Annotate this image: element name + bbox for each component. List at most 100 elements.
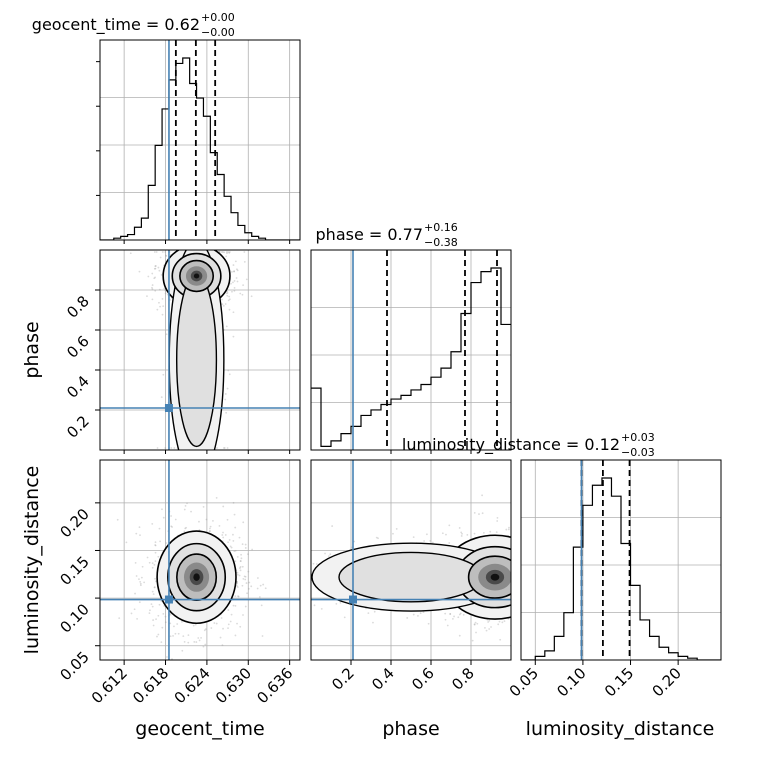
scatter-point xyxy=(501,621,504,624)
scatter-point xyxy=(224,534,227,536)
scatter-point xyxy=(183,508,186,511)
scatter-point xyxy=(524,559,526,561)
scatter-point xyxy=(525,609,527,611)
scatter-point xyxy=(195,641,198,643)
x-tick-label-geocent_time: 0.624 xyxy=(171,664,214,707)
scatter-point xyxy=(136,617,138,620)
scatter-point xyxy=(335,602,338,605)
scatter-point xyxy=(459,612,462,615)
scatter-point xyxy=(139,584,142,587)
scatter-point xyxy=(218,524,221,527)
scatter-point xyxy=(519,586,521,588)
scatter-point xyxy=(237,595,240,598)
y-axis-label-phase: phase xyxy=(21,321,43,378)
scatter-point xyxy=(202,506,205,508)
scatter-point xyxy=(156,635,158,638)
scatter-point xyxy=(547,553,549,555)
scatter-point xyxy=(547,566,549,568)
scatter-point xyxy=(525,579,527,581)
scatter-point xyxy=(209,529,211,532)
scatter-point xyxy=(228,538,231,541)
scatter-point xyxy=(158,603,161,606)
scatter-point xyxy=(458,634,461,637)
scatter-point xyxy=(524,594,526,596)
scatter-point xyxy=(515,593,517,595)
scatter-point xyxy=(550,581,552,583)
scatter-point xyxy=(125,541,128,544)
scatter-point xyxy=(551,583,553,585)
scatter-point xyxy=(533,589,535,591)
scatter-point xyxy=(517,589,519,591)
scatter-point xyxy=(524,594,526,596)
scatter-point xyxy=(221,534,224,536)
title-text: luminosity_distance = 0.12 xyxy=(402,435,620,455)
scatter-point xyxy=(605,568,607,570)
scatter-point xyxy=(234,595,237,598)
scatter-point xyxy=(552,546,554,548)
scatter-point xyxy=(423,540,426,542)
scatter-point xyxy=(169,635,172,638)
scatter-point xyxy=(458,527,461,529)
scatter-point xyxy=(551,547,553,549)
scatter-point xyxy=(151,566,154,569)
scatter-point xyxy=(228,252,231,254)
scatter-point xyxy=(228,251,231,253)
scatter-point xyxy=(221,644,224,647)
scatter-point xyxy=(134,592,136,595)
scatter-point xyxy=(444,618,447,621)
scatter-point xyxy=(208,527,211,530)
scatter-point xyxy=(134,561,137,564)
scatter-point xyxy=(174,632,177,635)
scatter-point xyxy=(247,570,250,573)
scatter-point xyxy=(159,540,162,543)
scatter-point xyxy=(441,532,444,535)
scatter-point xyxy=(242,577,245,580)
scatter-point xyxy=(242,521,245,524)
scatter-point xyxy=(154,551,157,554)
scatter-point xyxy=(169,613,172,616)
scatter-point xyxy=(234,634,237,637)
scatter-point xyxy=(525,592,527,594)
scatter-point xyxy=(513,579,515,581)
scatter-point xyxy=(151,562,154,565)
scatter-point xyxy=(481,494,484,497)
scatter-point xyxy=(530,578,532,580)
title-text: geocent_time = 0.62 xyxy=(32,15,200,35)
scatter-point xyxy=(221,251,224,253)
scatter-point xyxy=(529,585,531,587)
scatter-point xyxy=(523,597,525,599)
scatter-point xyxy=(236,269,239,272)
scatter-point xyxy=(523,533,525,535)
scatter-point xyxy=(232,604,235,607)
scatter-point xyxy=(515,580,517,582)
scatter-point xyxy=(373,610,376,613)
x-axis-label-phase: phase xyxy=(382,718,439,740)
scatter-point xyxy=(146,556,149,559)
scatter-point xyxy=(229,620,232,623)
scatter-point xyxy=(237,595,239,598)
scatter-point xyxy=(511,590,513,592)
scatter-point xyxy=(512,567,514,569)
scatter-point xyxy=(544,605,546,607)
scatter-point xyxy=(425,533,428,536)
scatter-point xyxy=(228,308,231,311)
scatter-point xyxy=(512,573,514,575)
scatter-point xyxy=(544,584,546,586)
scatter-point xyxy=(445,533,447,536)
scatter-point xyxy=(160,274,163,276)
scatter-point xyxy=(130,612,133,615)
scatter-point xyxy=(152,624,155,627)
scatter-point xyxy=(514,591,516,593)
scatter-point xyxy=(515,565,517,567)
scatter-point xyxy=(172,635,174,637)
scatter-point xyxy=(533,581,535,583)
scatter-point xyxy=(568,587,570,589)
scatter-point xyxy=(516,552,518,554)
scatter-point xyxy=(471,639,474,642)
scatter-point xyxy=(141,565,144,568)
scatter-point xyxy=(158,269,161,272)
scatter-point xyxy=(155,618,157,621)
scatter-point xyxy=(231,270,233,273)
scatter-point xyxy=(530,577,532,579)
